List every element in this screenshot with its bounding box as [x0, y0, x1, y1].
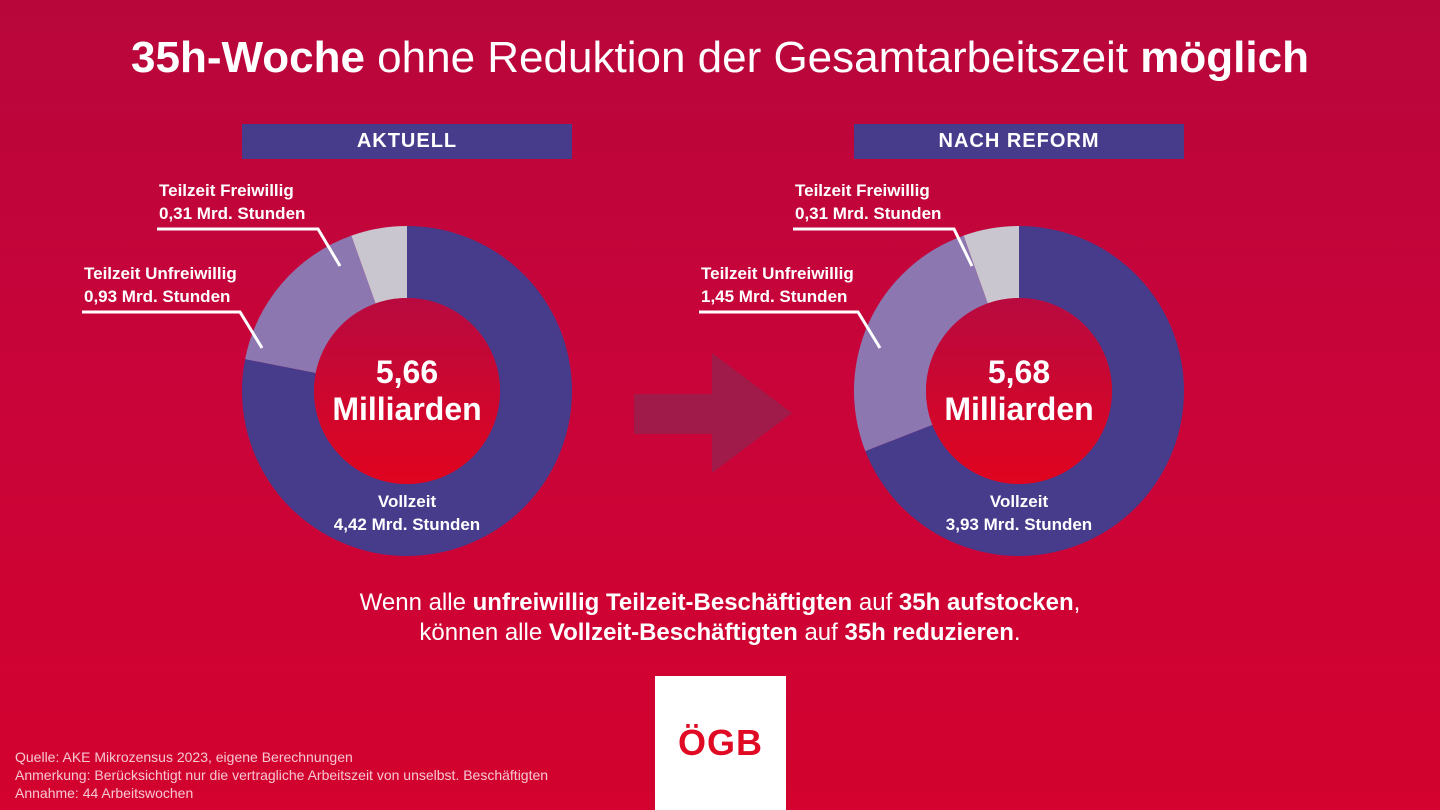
label-left-teilzeit-unfreiwillig: Teilzeit Unfreiwillig 0,93 Mrd. Stunden: [84, 262, 237, 308]
chart-header-aktuell: AKTUELL: [242, 124, 572, 159]
footnote-note: Anmerkung: Berücksichtigt nur die vertra…: [15, 767, 549, 783]
donut-nach-reform: [853, 226, 1185, 556]
center-left-value: 5,66: [375, 354, 439, 390]
bottom-line-1-segment-4: ,: [1073, 589, 1081, 616]
leader-lines: [82, 227, 974, 349]
leader-right-unfreiwillig: [699, 310, 882, 349]
label-right-teilzeit-unfreiwillig: Teilzeit Unfreiwillig 1,45 Mrd. Stunden: [701, 262, 854, 308]
label-left-unfreiwillig-name: Teilzeit Unfreiwillig: [84, 264, 237, 283]
bottom-statement-line-2: können alle Vollzeit-Beschäftigten auf 3…: [0, 618, 1440, 648]
bottom-line-2-segment-3: 35h reduzieren: [844, 619, 1014, 646]
leader-left-freiwillig: [157, 227, 342, 267]
bottom-line-2-segment-4: .: [1013, 619, 1021, 646]
bottom-line-2-segment-0: können alle: [419, 619, 549, 646]
label-left-vollzeit-name: Vollzeit: [377, 492, 437, 511]
center-right-unit: Milliarden: [944, 391, 1094, 427]
footnote-source: Quelle: AKE Mikrozensus 2023, eigene Ber…: [15, 749, 353, 765]
donut-hole: [314, 298, 500, 484]
oegb-logo-text: ÖGB: [677, 722, 763, 763]
donut-slice-teilzeit-freiwillig: [351, 226, 407, 304]
label-right-vollzeit-value: 3,93 Mrd. Stunden: [945, 515, 1093, 534]
footnote-assumption: Annahme: 44 Arbeitswochen: [15, 785, 194, 801]
label-left-vollzeit-value: 4,42 Mrd. Stunden: [333, 515, 481, 534]
label-left-vollzeit: Vollzeit 4,42 Mrd. Stunden: [287, 490, 527, 536]
center-right-value: 5,68: [987, 354, 1051, 390]
bottom-line-1-segment-0: Wenn alle: [359, 589, 473, 616]
leader-right-freiwillig: [793, 227, 974, 267]
chart-header-nach-reform: NACH REFORM: [854, 124, 1184, 159]
label-right-unfreiwillig-name: Teilzeit Unfreiwillig: [701, 264, 854, 283]
label-right-teilzeit-freiwillig: Teilzeit Freiwillig 0,31 Mrd. Stunden: [795, 179, 941, 225]
donut-slice-teilzeit-unfreiwillig: [853, 235, 988, 452]
bottom-line-2-segment-1: Vollzeit-Beschäftigten: [548, 619, 798, 646]
bottom-line-2-segment-2: auf: [797, 619, 845, 646]
bottom-line-1-segment-3: 35h aufstocken: [898, 589, 1074, 616]
label-right-vollzeit: Vollzeit 3,93 Mrd. Stunden: [899, 490, 1139, 536]
bottom-line-1-segment-1: unfreiwillig Teilzeit-Beschäftigten: [472, 589, 853, 616]
bottom-line-1-segment-2: auf: [852, 589, 899, 616]
label-right-vollzeit-name: Vollzeit: [989, 492, 1049, 511]
label-left-teilzeit-freiwillig: Teilzeit Freiwillig 0,31 Mrd. Stunden: [159, 179, 305, 225]
label-right-freiwillig-name: Teilzeit Freiwillig: [795, 181, 930, 200]
oegb-logo: ÖGB: [655, 676, 786, 810]
donut-slice-teilzeit-freiwillig: [963, 226, 1019, 304]
donut-slice-teilzeit-unfreiwillig: [245, 235, 376, 374]
footnotes: Quelle: AKE Mikrozensus 2023, eigene Ber…: [15, 748, 548, 802]
page-title: 35h-Woche ohne Reduktion der Gesamtarbei…: [0, 30, 1440, 86]
donut-hole: [926, 298, 1112, 484]
title-part-regular: ohne Reduktion der Gesamtarbeitszeit: [364, 33, 1141, 82]
donut-aktuell: [242, 226, 573, 557]
center-total-left: 5,66 Milliarden: [297, 354, 517, 428]
label-right-freiwillig-value: 0,31 Mrd. Stunden: [795, 204, 942, 223]
label-left-freiwillig-value: 0,31 Mrd. Stunden: [159, 204, 306, 223]
label-right-unfreiwillig-value: 1,45 Mrd. Stunden: [701, 287, 848, 306]
title-part-bold-1: 35h-Woche: [131, 33, 365, 82]
label-left-freiwillig-name: Teilzeit Freiwillig: [159, 181, 294, 200]
center-left-unit: Milliarden: [332, 391, 482, 427]
leader-left-unfreiwillig: [82, 310, 264, 349]
donut-slice-vollzeit: [242, 226, 573, 557]
center-total-right: 5,68 Milliarden: [909, 354, 1129, 428]
bottom-statement-line-1: Wenn alle unfreiwillig Teilzeit-Beschäft…: [0, 588, 1440, 618]
transition-arrow-icon: [634, 353, 792, 473]
label-left-unfreiwillig-value: 0,93 Mrd. Stunden: [84, 287, 231, 306]
title-part-bold-2: möglich: [1140, 33, 1309, 82]
donut-slice-vollzeit: [865, 226, 1185, 556]
